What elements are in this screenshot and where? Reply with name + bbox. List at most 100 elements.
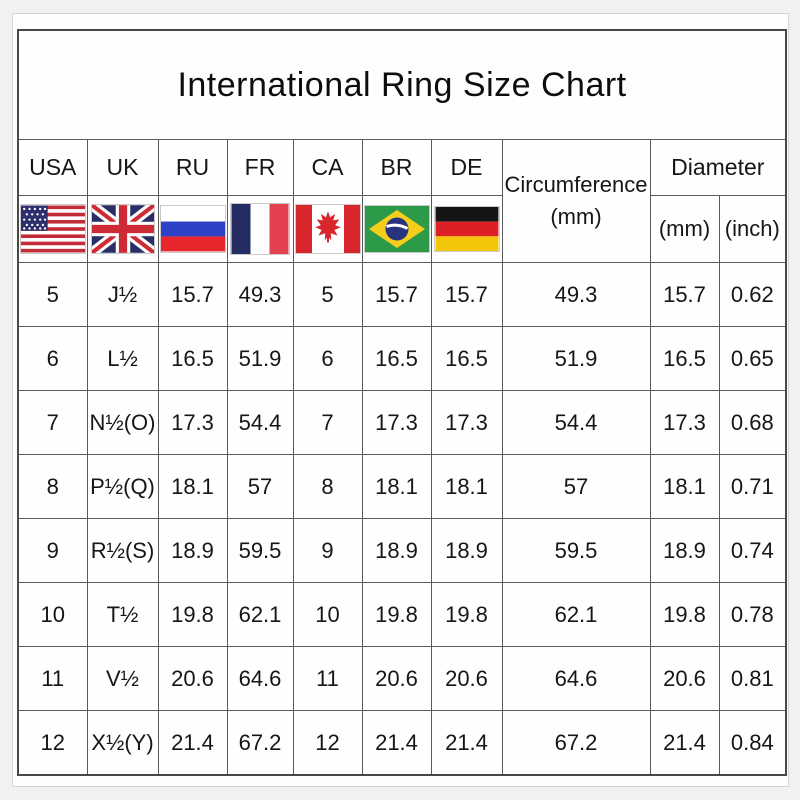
circumference-label-line2: (mm) [550, 204, 602, 229]
table-row: 10 T½ 19.8 62.1 10 19.8 19.8 62.1 19.8 0.78 [17, 582, 787, 647]
table-row: 7 N½(O) 17.3 54.4 7 17.3 17.3 54.4 17.3 0.68 [17, 390, 787, 455]
table-cell: 21.4 [361, 710, 432, 776]
table-cell: 17.3 [361, 390, 432, 455]
table-row: 5 J½ 15.7 49.3 5 15.7 15.7 49.3 15.7 0.62 [17, 262, 787, 327]
table-cell: 51.9 [501, 326, 651, 391]
table-header: International Ring Size Chart USA UK RU … [17, 29, 787, 263]
table-cell: 15.7 [649, 262, 720, 327]
table-cell: 18.9 [649, 518, 720, 583]
table-cell: 12 [292, 710, 363, 776]
column-header-br: BR [361, 139, 432, 196]
table-cell: 16.5 [157, 326, 228, 391]
column-header-ru: RU [157, 139, 228, 196]
canada-flag-icon [294, 204, 361, 254]
table-cell: 18.1 [361, 454, 432, 519]
table-cell: 19.8 [157, 582, 228, 647]
flag-cell-usa [17, 195, 88, 263]
table-cell: 15.7 [157, 262, 228, 327]
table-cell: 9 [292, 518, 363, 583]
table-cell: L½ [86, 326, 159, 391]
table-cell: 0.81 [718, 646, 787, 711]
table-cell: 9 [17, 518, 88, 583]
table-cell: 19.8 [649, 582, 720, 647]
table-cell: 51.9 [226, 326, 294, 391]
table-row: 8 P½(Q) 18.1 57 8 18.1 18.1 57 18.1 0.71 [17, 454, 787, 519]
table-row: 9 R½(S) 18.9 59.5 9 18.9 18.9 59.5 18.9 0.74 [17, 518, 787, 583]
column-header-circumference: Circumference (mm) [501, 139, 651, 263]
diameter-inch-header: (inch) [718, 195, 787, 263]
table-cell: 54.4 [501, 390, 651, 455]
diameter-mm-header: (mm) [649, 195, 720, 263]
table-cell: 21.4 [649, 710, 720, 776]
table-cell: 7 [17, 390, 88, 455]
page-title: International Ring Size Chart [17, 29, 787, 140]
circumference-label-line1: Circumference [504, 172, 648, 198]
table-cell: 0.62 [718, 262, 787, 327]
table-cell: 16.5 [361, 326, 432, 391]
flag-cell-br [361, 195, 432, 263]
table-cell: X½(Y) [86, 710, 159, 776]
table-row: 6 L½ 16.5 51.9 6 16.5 16.5 51.9 16.5 0.65 [17, 326, 787, 391]
uk-flag-icon [90, 204, 155, 254]
table-cell: 12 [17, 710, 88, 776]
table-row: 12 X½(Y) 21.4 67.2 12 21.4 21.4 67.2 21.4 0.84 [17, 710, 787, 776]
ring-size-table: International Ring Size Chart USA UK RU … [17, 29, 788, 776]
ring-size-table-body: 5 J½ 15.7 49.3 5 15.7 15.7 49.3 15.7 0.62 6 L½ 16.5 5… [17, 262, 787, 776]
column-header-uk: UK [86, 139, 159, 196]
country-name-row: USA UK RU FR CA BR DE Circumference (mm)… [17, 139, 787, 263]
table-cell: 8 [17, 454, 88, 519]
table-cell: 19.8 [430, 582, 503, 647]
brazil-flag-icon [363, 205, 430, 253]
flag-cell-uk [86, 195, 159, 263]
table-cell: 62.1 [501, 582, 651, 647]
table-cell: 11 [292, 646, 363, 711]
table-cell: 54.4 [226, 390, 294, 455]
flag-cell-ru [157, 195, 228, 263]
table-cell: 10 [292, 582, 363, 647]
title-row: International Ring Size Chart [17, 29, 787, 140]
table-cell: 62.1 [226, 582, 294, 647]
table-cell: 16.5 [649, 326, 720, 391]
table-cell: 59.5 [501, 518, 651, 583]
table-cell: 0.84 [718, 710, 787, 776]
russia-flag-icon [159, 205, 226, 253]
table-cell: 0.71 [718, 454, 787, 519]
france-flag-icon [230, 203, 290, 255]
table-cell: 11 [17, 646, 88, 711]
table-cell: 49.3 [226, 262, 294, 327]
flag-row: (mm) (inch) [17, 195, 787, 263]
flag-cell-fr [226, 195, 294, 263]
table-cell: V½ [86, 646, 159, 711]
table-cell: 49.3 [501, 262, 651, 327]
table-cell: 18.1 [157, 454, 228, 519]
table-cell: 20.6 [430, 646, 503, 711]
table-cell: 20.6 [361, 646, 432, 711]
table-cell: 57 [226, 454, 294, 519]
table-cell: 57 [501, 454, 651, 519]
table-cell: 18.9 [157, 518, 228, 583]
table-cell: 8 [292, 454, 363, 519]
table-cell: 0.65 [718, 326, 787, 391]
usa-flag-icon [19, 204, 86, 254]
flag-cell-ca [292, 195, 363, 263]
table-cell: 10 [17, 582, 88, 647]
table-cell: R½(S) [86, 518, 159, 583]
table-cell: 16.5 [430, 326, 503, 391]
table-cell: 18.1 [649, 454, 720, 519]
table-cell: 6 [17, 326, 88, 391]
table-cell: 7 [292, 390, 363, 455]
table-cell: J½ [86, 262, 159, 327]
table-row: 11 V½ 20.6 64.6 11 20.6 20.6 64.6 20.6 0.81 [17, 646, 787, 711]
flag-cell-de [430, 195, 503, 263]
column-header-ca: CA [292, 139, 363, 196]
table-cell: 21.4 [157, 710, 228, 776]
column-header-de: DE [430, 139, 503, 196]
table-cell: 59.5 [226, 518, 294, 583]
table-cell: 18.9 [361, 518, 432, 583]
table-cell: 0.74 [718, 518, 787, 583]
table-cell: 64.6 [501, 646, 651, 711]
table-cell: 20.6 [157, 646, 228, 711]
table-cell: 6 [292, 326, 363, 391]
column-header-usa: USA [17, 139, 88, 196]
table-cell: 21.4 [430, 710, 503, 776]
